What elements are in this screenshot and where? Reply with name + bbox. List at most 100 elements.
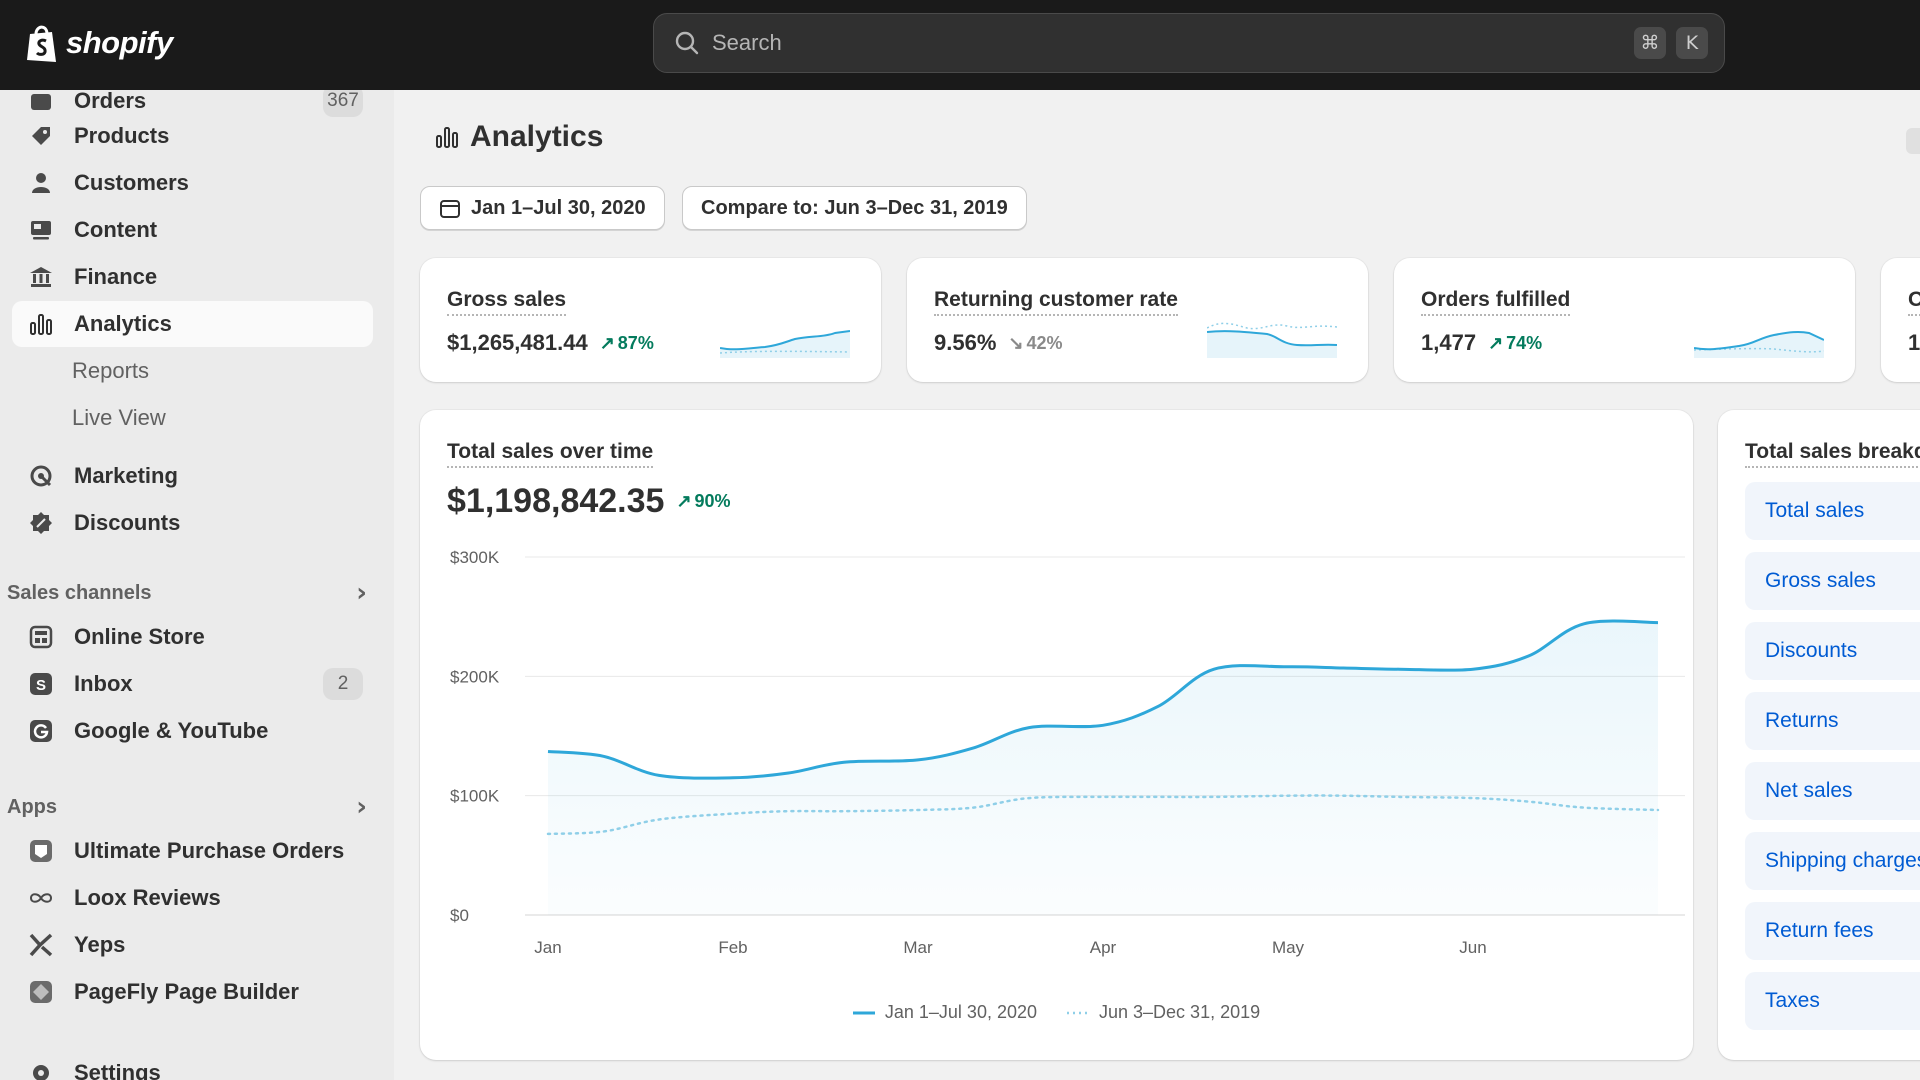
date-range-button[interactable]: Jan 1–Jul 30, 2020: [420, 186, 665, 230]
breakdown-item-total-sales[interactable]: Total sales: [1745, 482, 1920, 540]
sidebar-item-label: PageFly Page Builder: [74, 979, 299, 1004]
sidebar-subitem-live-view[interactable]: Live View: [72, 405, 166, 430]
breakdown-item-gross-sales[interactable]: Gross sales: [1745, 552, 1920, 610]
pagefly-app-icon: [28, 979, 54, 1005]
sidebar-item-marketing[interactable]: Marketing: [12, 453, 373, 499]
chart-delta: ↗ 90%: [676, 491, 730, 512]
metric-value-text: $1,265,481.44: [447, 330, 588, 355]
legend-item-current[interactable]: Jan 1–Jul 30, 2020: [852, 1002, 1037, 1023]
metric-value-text: 9.56%: [934, 330, 997, 355]
sidebar-item-label: Ultimate Purchase Orders: [74, 838, 345, 863]
sidebar-item-label: Marketing: [74, 463, 178, 488]
metric-delta-value: 42%: [1026, 332, 1063, 353]
content-icon: [28, 217, 54, 243]
chart-legend: Jan 1–Jul 30, 2020 Jun 3–Dec 31, 2019: [420, 1002, 1693, 1023]
area-current-series: [548, 621, 1658, 915]
sales-channels-heading[interactable]: Sales channels ›: [7, 578, 367, 608]
compare-range-button[interactable]: Compare to: Jun 3–Dec 31, 2019: [682, 186, 1027, 230]
sidebar-item-loox-reviews[interactable]: Loox Reviews: [12, 875, 373, 921]
breakdown-item-taxes[interactable]: Taxes: [1745, 972, 1920, 1030]
x-tick-label: Feb: [718, 938, 747, 957]
sidebar-item-content[interactable]: Content: [12, 207, 373, 253]
breakdown-item-discounts[interactable]: Discounts: [1745, 622, 1920, 680]
sidebar-item-google-youtube[interactable]: Google & YouTube: [12, 708, 373, 754]
legend-swatch-solid: [852, 1011, 875, 1014]
page-title-text: Analytics: [470, 120, 604, 153]
sidebar-item-label: Discounts: [74, 510, 181, 535]
sales-line-chart[interactable]: $0 $100K $200K $300K Jan Feb Mar Apr May Jun: [420, 410, 1693, 1060]
sidebar-item-inbox[interactable]: S Inbox 2: [12, 661, 373, 707]
brand-name: shopify: [66, 25, 173, 60]
shortcut-k-key: K: [1676, 27, 1708, 59]
search-input[interactable]: [712, 30, 1624, 56]
sidebar-item-label: Online Store: [74, 624, 205, 649]
main-content: Analytics Jan 1–Jul 30, 2020 Compare to:…: [394, 90, 1920, 1080]
legend-item-comparison[interactable]: Jun 3–Dec 31, 2019: [1067, 1002, 1260, 1023]
breakdown-item-net-sales[interactable]: Net sales: [1745, 762, 1920, 820]
sidebar-item-label: Settings: [74, 1060, 161, 1080]
sidebar: Orders 367 Products Customers Content Fi…: [0, 90, 394, 1080]
shopify-bag-icon: [27, 25, 56, 62]
sidebar-subitem-reports[interactable]: Reports: [72, 358, 150, 383]
breakdown-item-return-fees[interactable]: Return fees: [1745, 902, 1920, 960]
sidebar-item-discounts[interactable]: Discounts: [12, 500, 373, 546]
arrow-up-right-icon: ↗: [599, 332, 615, 353]
gear-icon: [28, 1060, 54, 1080]
compare-range-label: Compare to: Jun 3–Dec 31, 2019: [701, 196, 1008, 219]
analytics-icon: [436, 127, 458, 148]
page-title: Analytics: [434, 120, 603, 154]
sidebar-item-label: Orders: [74, 90, 147, 113]
orders-count-badge: 367: [323, 90, 363, 117]
metric-delta-value: 87%: [617, 332, 654, 353]
apps-heading[interactable]: Apps ›: [7, 792, 367, 822]
shopify-logo[interactable]: shopify: [24, 22, 173, 64]
sidebar-item-products[interactable]: Products: [12, 113, 373, 159]
legend-swatch-dotted: [1067, 1011, 1089, 1014]
apps-label: Apps: [7, 795, 57, 818]
metric-delta-value: 74%: [1506, 332, 1543, 353]
breakdown-title: Total sales breakdown: [1745, 440, 1920, 468]
metric-card-partial[interactable]: O 1,: [1881, 258, 1920, 382]
metric-sparkline: [1694, 330, 1824, 358]
metric-delta: ↗ 87%: [600, 333, 654, 354]
metric-value: 9.56% ↘ 42%: [934, 330, 1063, 356]
metric-value: 1,477 ↗ 74%: [1421, 330, 1542, 356]
metric-sparkline: [720, 330, 850, 358]
arrow-down-right-icon: ↘: [1008, 332, 1024, 353]
y-tick-label: $200K: [450, 667, 500, 686]
sidebar-item-finance[interactable]: Finance: [12, 254, 373, 300]
metric-title: O: [1908, 288, 1920, 316]
discount-icon: [28, 510, 54, 536]
metric-card-gross-sales[interactable]: Gross sales $1,265,481.44 ↗ 87%: [420, 258, 881, 382]
metric-card-returning-customer-rate[interactable]: Returning customer rate 9.56% ↘ 42%: [907, 258, 1368, 382]
metric-card-orders-fulfilled[interactable]: Orders fulfilled 1,477 ↗ 74%: [1394, 258, 1855, 382]
analytics-icon: [28, 311, 54, 337]
sidebar-item-ultimate-purchase-orders[interactable]: Ultimate Purchase Orders: [12, 828, 373, 874]
sales-breakdown-card: Total sales breakdown Total sales Gross …: [1718, 410, 1920, 1060]
inbox-count-badge: 2: [323, 668, 363, 700]
sidebar-item-yeps[interactable]: Yeps: [12, 922, 373, 968]
purchase-orders-app-icon: [28, 838, 54, 864]
sidebar-item-customers[interactable]: Customers: [12, 160, 373, 206]
metric-delta: ↗ 74%: [1488, 333, 1542, 354]
page-action-button[interactable]: [1906, 128, 1920, 154]
chevron-right-icon: ›: [356, 792, 367, 822]
metric-value-text: 1,: [1908, 330, 1920, 355]
breakdown-item-returns[interactable]: Returns: [1745, 692, 1920, 750]
sidebar-item-settings[interactable]: Settings: [12, 1050, 373, 1080]
sidebar-item-pagefly[interactable]: PageFly Page Builder: [12, 969, 373, 1015]
bank-icon: [28, 264, 54, 290]
y-tick-label: $100K: [450, 787, 500, 806]
sidebar-item-online-store[interactable]: Online Store: [12, 614, 373, 660]
infinity-icon: [28, 885, 54, 911]
metric-title: Returning customer rate: [934, 288, 1178, 316]
search-bar[interactable]: ⌘ K: [653, 13, 1725, 73]
sidebar-item-orders[interactable]: Orders 367: [12, 90, 373, 124]
y-tick-label: $300K: [450, 548, 500, 567]
sidebar-item-analytics[interactable]: Analytics: [12, 301, 373, 347]
chart-title: Total sales over time: [447, 440, 654, 468]
sidebar-item-label: Google & YouTube: [74, 718, 269, 743]
breakdown-item-shipping-charges[interactable]: Shipping charges: [1745, 832, 1920, 890]
sidebar-item-label: Yeps: [74, 932, 126, 957]
arrow-up-right-icon: ↗: [1488, 332, 1504, 353]
